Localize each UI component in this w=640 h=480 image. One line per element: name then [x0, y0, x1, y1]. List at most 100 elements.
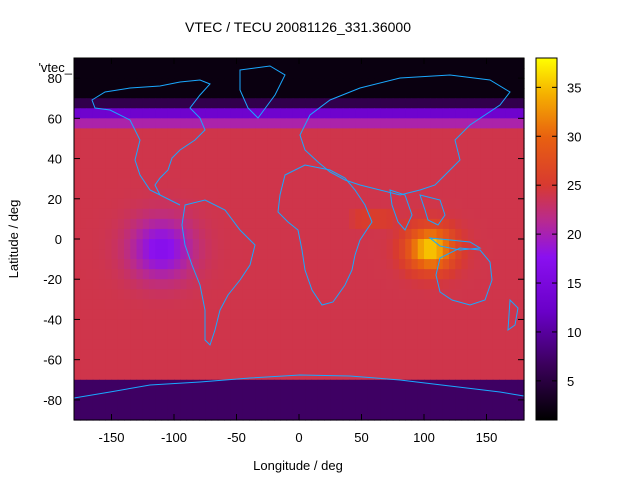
heatmap-cell	[380, 218, 388, 230]
heatmap-cell	[280, 188, 288, 200]
heatmap-cell	[442, 218, 450, 230]
heatmap-cell	[517, 409, 525, 421]
heatmap-cell	[167, 208, 175, 220]
heatmap-cell	[280, 98, 288, 109]
heatmap-cell	[411, 309, 419, 321]
heatmap-cell	[117, 128, 125, 140]
heatmap-cell	[167, 188, 175, 200]
heatmap-cell	[317, 339, 325, 351]
heatmap-cell	[405, 138, 413, 150]
heatmap-cell	[74, 108, 81, 119]
heatmap-cell	[374, 259, 381, 270]
heatmap-cell	[374, 269, 381, 280]
heatmap-cell	[205, 228, 213, 240]
heatmap-cell	[511, 289, 519, 300]
heatmap-cell	[311, 148, 319, 160]
heatmap-cell	[80, 309, 88, 321]
heatmap-cell	[411, 208, 419, 220]
heatmap-cell	[111, 198, 119, 210]
heatmap-cell	[505, 178, 513, 190]
heatmap-cell	[236, 359, 244, 371]
heatmap-cell	[480, 279, 488, 290]
heatmap-cell	[149, 108, 156, 119]
heatmap-cell	[174, 369, 181, 381]
heatmap-cell	[224, 88, 231, 99]
heatmap-cell	[174, 98, 181, 109]
heatmap-cell	[424, 148, 431, 160]
heatmap-cell	[124, 349, 131, 361]
heatmap-cell	[405, 208, 413, 220]
heatmap-cell	[292, 329, 300, 341]
heatmap-cell	[330, 409, 338, 421]
heatmap-cell	[80, 379, 88, 391]
heatmap-cell	[392, 68, 400, 79]
heatmap-cell	[355, 289, 363, 300]
heatmap-cell	[124, 239, 131, 250]
heatmap-cell	[311, 269, 319, 280]
heatmap-cell	[467, 269, 475, 280]
heatmap-cell	[86, 128, 94, 140]
heatmap-cell	[411, 68, 419, 79]
heatmap-cell	[349, 168, 356, 180]
heatmap-cell	[405, 118, 413, 129]
heatmap-cell	[130, 279, 138, 290]
heatmap-cell	[136, 409, 144, 421]
heatmap-cell	[99, 148, 106, 160]
heatmap-cell	[261, 68, 269, 79]
heatmap-cell	[474, 299, 481, 310]
heatmap-cell	[436, 158, 444, 170]
heatmap-cell	[224, 349, 231, 361]
heatmap-cell	[474, 259, 481, 270]
heatmap-cell	[255, 359, 263, 371]
heatmap-cell	[499, 379, 506, 391]
heatmap-cell	[80, 138, 88, 150]
heatmap-cell	[105, 319, 113, 331]
heatmap-cell	[161, 158, 169, 170]
heatmap-cell	[505, 138, 513, 150]
heatmap-cell	[486, 108, 494, 119]
heatmap-cell	[149, 228, 156, 240]
heatmap-cell	[467, 329, 475, 341]
heatmap-cell	[399, 148, 406, 160]
heatmap-cell	[461, 239, 469, 250]
heatmap-cell	[442, 389, 450, 401]
heatmap-cell	[324, 128, 331, 140]
heatmap-cell	[142, 389, 150, 401]
heatmap-cell	[255, 299, 263, 310]
heatmap-cell	[92, 88, 100, 99]
heatmap-cell	[417, 339, 425, 351]
heatmap-cell	[205, 379, 213, 391]
heatmap-cell	[167, 68, 175, 79]
heatmap-cell	[224, 188, 231, 200]
heatmap-cell	[411, 218, 419, 230]
heatmap-cell	[267, 269, 275, 280]
heatmap-cell	[405, 369, 413, 381]
heatmap-cell	[211, 339, 219, 351]
heatmap-cell	[174, 218, 181, 230]
heatmap-cell	[461, 218, 469, 230]
heatmap-cell	[211, 299, 219, 310]
heatmap-cell	[224, 198, 231, 210]
heatmap-cell	[217, 108, 225, 119]
heatmap-cell	[449, 269, 456, 280]
heatmap-cell	[167, 329, 175, 341]
heatmap-cell	[80, 339, 88, 351]
heatmap-cell	[267, 369, 275, 381]
heatmap-cell	[305, 259, 313, 270]
heatmap-cell	[249, 178, 256, 190]
heatmap-cell	[430, 108, 438, 119]
heatmap-cell	[217, 208, 225, 220]
heatmap-cell	[74, 128, 81, 140]
heatmap-cell	[286, 208, 294, 220]
heatmap-cell	[361, 259, 369, 270]
heatmap-cell	[305, 198, 313, 210]
heatmap-cell	[105, 249, 113, 260]
heatmap-cell	[417, 168, 425, 180]
heatmap-cell	[486, 88, 494, 99]
heatmap-cell	[417, 148, 425, 160]
heatmap-cell	[380, 78, 388, 89]
heatmap-cell	[205, 148, 213, 160]
heatmap-cell	[430, 138, 438, 150]
heatmap-cell	[80, 299, 88, 310]
heatmap-cell	[280, 339, 288, 351]
